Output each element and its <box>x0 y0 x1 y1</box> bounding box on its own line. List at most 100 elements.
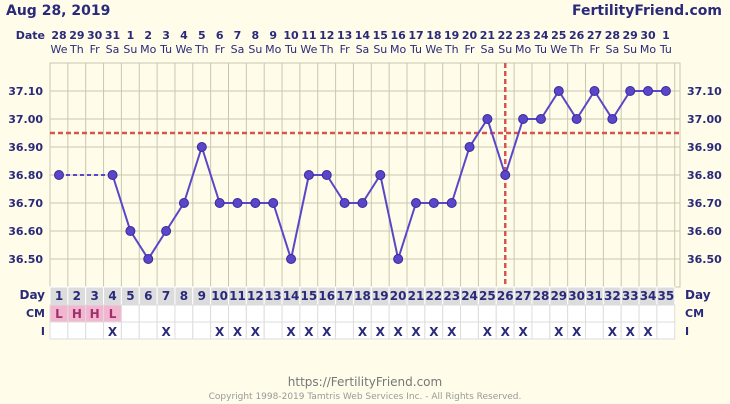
date-label: 29 <box>69 29 84 42</box>
weekday-label: Sa <box>481 43 495 56</box>
cm-cell <box>192 304 212 323</box>
day-number: 4 <box>108 289 116 303</box>
temperature-segment <box>272 202 293 260</box>
weekday-label: Fr <box>215 43 226 56</box>
cm-cell <box>460 304 479 323</box>
intercourse-mark: X <box>161 325 171 339</box>
temperature-segment <box>611 90 632 120</box>
cm-cell <box>585 304 604 323</box>
temperature-point <box>178 198 189 208</box>
temperature-segment <box>165 202 185 232</box>
date-label: 17 <box>408 29 423 42</box>
date-label: 11 <box>301 29 316 42</box>
cm-row-label-right: CM <box>685 307 704 320</box>
date-label: 9 <box>269 29 277 42</box>
date-label: 10 <box>283 29 299 42</box>
weekday-label: Fr <box>90 43 101 56</box>
date-label: 20 <box>462 29 478 42</box>
footer-copyright: Copyright 1998-2019 Tamtris Web Services… <box>209 392 522 402</box>
cm-cell <box>156 304 176 323</box>
day-number: 25 <box>479 289 496 303</box>
cm-cell <box>263 304 283 323</box>
cm-cell <box>424 304 444 323</box>
temperature-segment <box>111 174 132 232</box>
date-label: 2 <box>144 29 152 42</box>
cm-cell <box>442 304 462 323</box>
temperature-point <box>589 86 600 96</box>
date-label: 16 <box>390 29 406 42</box>
cm-value: H <box>72 307 82 321</box>
intercourse-mark: X <box>447 325 457 339</box>
intercourse-mark: X <box>518 325 528 339</box>
y-tick-label-right: 37.10 <box>687 85 722 98</box>
temperature-point <box>286 254 297 264</box>
day-number: 22 <box>425 289 442 303</box>
day-number: 34 <box>640 289 657 303</box>
intercourse-cell <box>335 321 354 340</box>
weekday-label: Sa <box>106 43 120 56</box>
intercourse-cell <box>656 321 676 340</box>
y-tick-label-right: 36.50 <box>687 253 722 266</box>
y-tick-label-left: 36.70 <box>8 197 43 210</box>
temperature-point <box>161 226 172 236</box>
cm-value: L <box>55 307 63 321</box>
date-label: 1 <box>127 29 135 42</box>
day-number: 9 <box>198 289 206 303</box>
weekday-label: We <box>425 43 442 56</box>
temperature-point <box>607 114 618 124</box>
temperature-point <box>196 142 207 152</box>
y-tick-label-right: 36.90 <box>687 141 722 154</box>
day-number: 16 <box>318 289 335 303</box>
day-number: 11 <box>229 289 246 303</box>
y-tick-label-left: 36.90 <box>8 141 43 154</box>
weekday-label: Th <box>569 43 584 56</box>
temperature-segment <box>182 146 203 204</box>
intercourse-mark: X <box>322 325 332 339</box>
day-number: 10 <box>211 289 228 303</box>
date-label: 27 <box>587 29 602 42</box>
weekday-label: Sa <box>605 43 619 56</box>
footer-url[interactable]: https://FertilityFriend.com <box>288 375 442 389</box>
date-label: 18 <box>426 29 441 42</box>
intercourse-mark: X <box>501 325 511 339</box>
day-number: 8 <box>180 289 188 303</box>
cm-cell <box>406 304 426 323</box>
day-number: 26 <box>497 289 514 303</box>
intercourse-mark: X <box>643 325 653 339</box>
intercourse-mark: X <box>572 325 582 339</box>
temperature-point <box>571 114 582 124</box>
intercourse-row-label-right: I <box>685 325 689 338</box>
temperature-point <box>660 86 671 96</box>
intercourse-mark: X <box>376 325 386 339</box>
date-row-label: Date <box>16 29 45 42</box>
day-number: 18 <box>354 289 371 303</box>
date-label: 19 <box>444 29 459 42</box>
cm-cell <box>620 304 640 323</box>
temperature-segment <box>325 174 346 204</box>
weekday-label: Su <box>498 43 512 56</box>
weekday-label: Sa <box>356 43 370 56</box>
date-label: 8 <box>252 29 260 42</box>
temperature-point <box>339 198 350 208</box>
temperature-point <box>518 114 529 124</box>
date-label: 21 <box>480 29 495 42</box>
cm-cell <box>138 304 158 323</box>
intercourse-mark: X <box>608 325 618 339</box>
temperature-point <box>125 226 136 236</box>
intercourse-cell <box>585 321 604 340</box>
intercourse-cell <box>263 321 283 340</box>
day-number: 5 <box>126 289 134 303</box>
date-label: 30 <box>87 29 103 42</box>
day-number: 30 <box>568 289 585 303</box>
temperature-point <box>411 198 421 208</box>
day-number: 32 <box>604 289 621 303</box>
y-tick-label-left: 37.10 <box>8 85 43 98</box>
cm-cell <box>513 304 533 323</box>
intercourse-mark: X <box>429 325 439 339</box>
temperature-point <box>268 198 279 208</box>
temperature-point <box>303 170 314 180</box>
weekday-label: Tu <box>659 43 672 56</box>
date-label: 28 <box>51 29 66 42</box>
day-number: 1 <box>55 289 63 303</box>
weekday-label: We <box>550 43 567 56</box>
